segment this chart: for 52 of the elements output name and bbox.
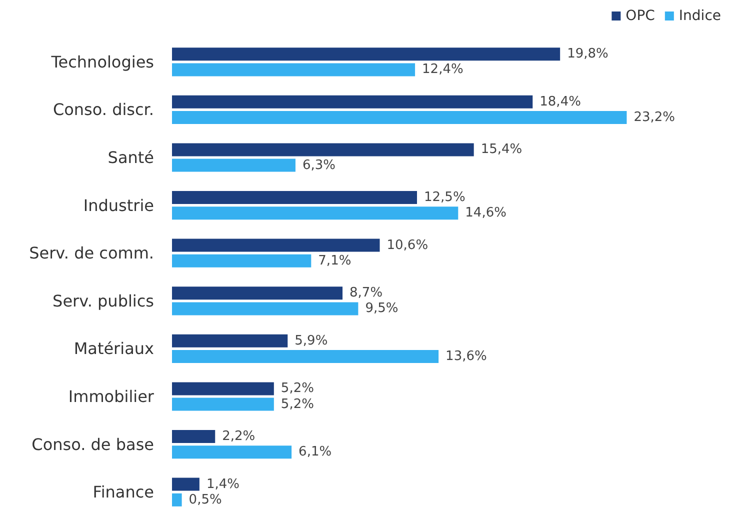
data-label: 7,1% (318, 253, 352, 268)
y-tick-label: Industrie (83, 196, 154, 215)
bar (172, 334, 288, 348)
bar (172, 382, 274, 396)
data-label: 6,3% (302, 158, 336, 173)
data-label: 5,2% (280, 396, 314, 412)
y-tick-label: Santé (108, 148, 154, 167)
bar (172, 238, 380, 252)
bar (172, 254, 312, 268)
bar (172, 478, 200, 491)
y-tick-label: Serv. publics (52, 291, 154, 310)
bar (172, 48, 560, 61)
bar (172, 350, 439, 363)
bar (172, 111, 627, 124)
bar (172, 95, 533, 108)
data-label: 6,1% (298, 444, 332, 460)
bar (172, 286, 343, 300)
data-label: 14,6% (465, 206, 506, 221)
y-tick-label: Conso. discr. (52, 100, 154, 120)
legend-label: Indice (678, 8, 722, 24)
data-label: 19,8% (567, 46, 608, 62)
data-label: 12,5% (424, 190, 466, 205)
y-tick-label: Matériaux (74, 339, 154, 358)
data-label: 10,6% (386, 238, 428, 253)
data-label: 5,9% (294, 333, 328, 348)
y-tick-label: Immobilier (68, 387, 154, 406)
bar (172, 143, 474, 156)
y-tick-label: Serv. de comm. (29, 244, 154, 263)
y-tick-label: Technologies (50, 52, 154, 72)
data-label: 13,6% (446, 349, 487, 364)
bar (172, 191, 417, 204)
bar (172, 302, 358, 316)
data-label: 12,4% (422, 62, 464, 78)
data-label: 18,4% (540, 94, 581, 110)
data-label: 9,5% (365, 301, 398, 316)
bar (172, 430, 216, 443)
data-label: 8,7% (350, 286, 383, 301)
bar (172, 446, 292, 459)
data-label: 5,2% (280, 381, 314, 396)
bar (172, 158, 296, 172)
bar (172, 206, 458, 220)
bar (172, 493, 182, 506)
y-tick-label: Conso. de base (32, 434, 154, 454)
data-label: 2,2% (222, 429, 256, 444)
data-label: 15,4% (480, 142, 522, 158)
bar (172, 63, 416, 76)
legend-label: OPC (626, 8, 656, 24)
data-label: 1,4% (206, 476, 240, 492)
data-label: 23,2% (634, 110, 676, 125)
data-label: 0,5% (188, 492, 222, 508)
y-tick-label: Finance (92, 482, 154, 502)
bar (172, 398, 274, 411)
